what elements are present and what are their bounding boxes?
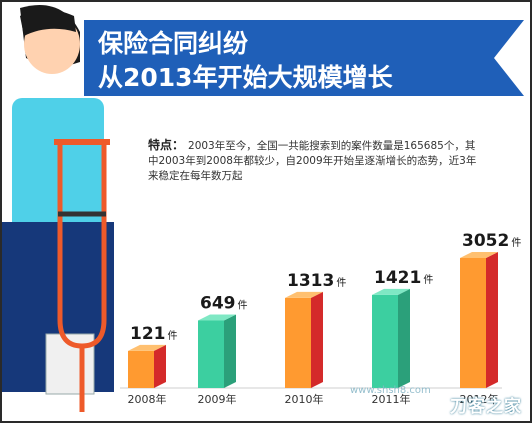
- chart-title: 保险合同纠纷: [97, 29, 248, 58]
- bar-front: [460, 257, 486, 388]
- bar-front: [198, 320, 224, 388]
- value-label: 649: [200, 294, 236, 314]
- bar-side: [398, 288, 410, 388]
- hair-fringe: [20, 9, 76, 36]
- value-label: 1313: [287, 271, 334, 291]
- chart-subtitle: 从2013年开始大规模增长: [98, 63, 394, 92]
- bar-2: [285, 291, 323, 388]
- category-label: 2012年: [460, 392, 499, 406]
- bar-side: [154, 344, 166, 388]
- bar-front: [372, 294, 398, 388]
- value-unit: 件: [238, 300, 248, 312]
- category-label: 2011年: [372, 392, 411, 406]
- bar-3: [372, 288, 410, 388]
- value-label: 1421: [374, 268, 421, 288]
- bar-front: [285, 297, 311, 388]
- bar-side: [224, 314, 236, 388]
- category-label: 2009年: [198, 392, 237, 406]
- bar-top: [285, 291, 323, 298]
- category-label: 2008年: [128, 392, 167, 406]
- value-unit: 件: [336, 277, 346, 289]
- watermark-site: www.shsh8.com: [350, 385, 431, 396]
- bar-side: [486, 251, 498, 388]
- note-text: 2003年至今，全国一共能搜索到的案件数量是165685个，其中2003年到20…: [148, 140, 477, 182]
- value-unit: 件: [423, 274, 433, 286]
- value-unit: 件: [168, 330, 178, 342]
- title-banner: [84, 20, 524, 96]
- bar-1: [198, 314, 236, 388]
- bar-front: [128, 350, 154, 388]
- person-illustration: [2, 5, 114, 412]
- value-unit: 件: [511, 237, 521, 249]
- bar-0: [128, 344, 166, 388]
- bar-side: [311, 291, 323, 388]
- bar-4: [460, 251, 498, 388]
- bar-top: [460, 251, 498, 258]
- bar-top: [372, 288, 410, 295]
- bar-top: [128, 344, 166, 351]
- value-label: 121: [130, 324, 166, 344]
- note-box: 特点： 2003年至今，全国一共能搜索到的案件数量是165685个，其中2003年…: [148, 138, 478, 184]
- note-label: 特点：: [148, 138, 185, 152]
- watermark-logo: 刀客之家: [450, 397, 522, 417]
- value-label: 3052: [462, 231, 509, 251]
- bar-top: [198, 314, 236, 321]
- category-label: 2010年: [285, 392, 324, 406]
